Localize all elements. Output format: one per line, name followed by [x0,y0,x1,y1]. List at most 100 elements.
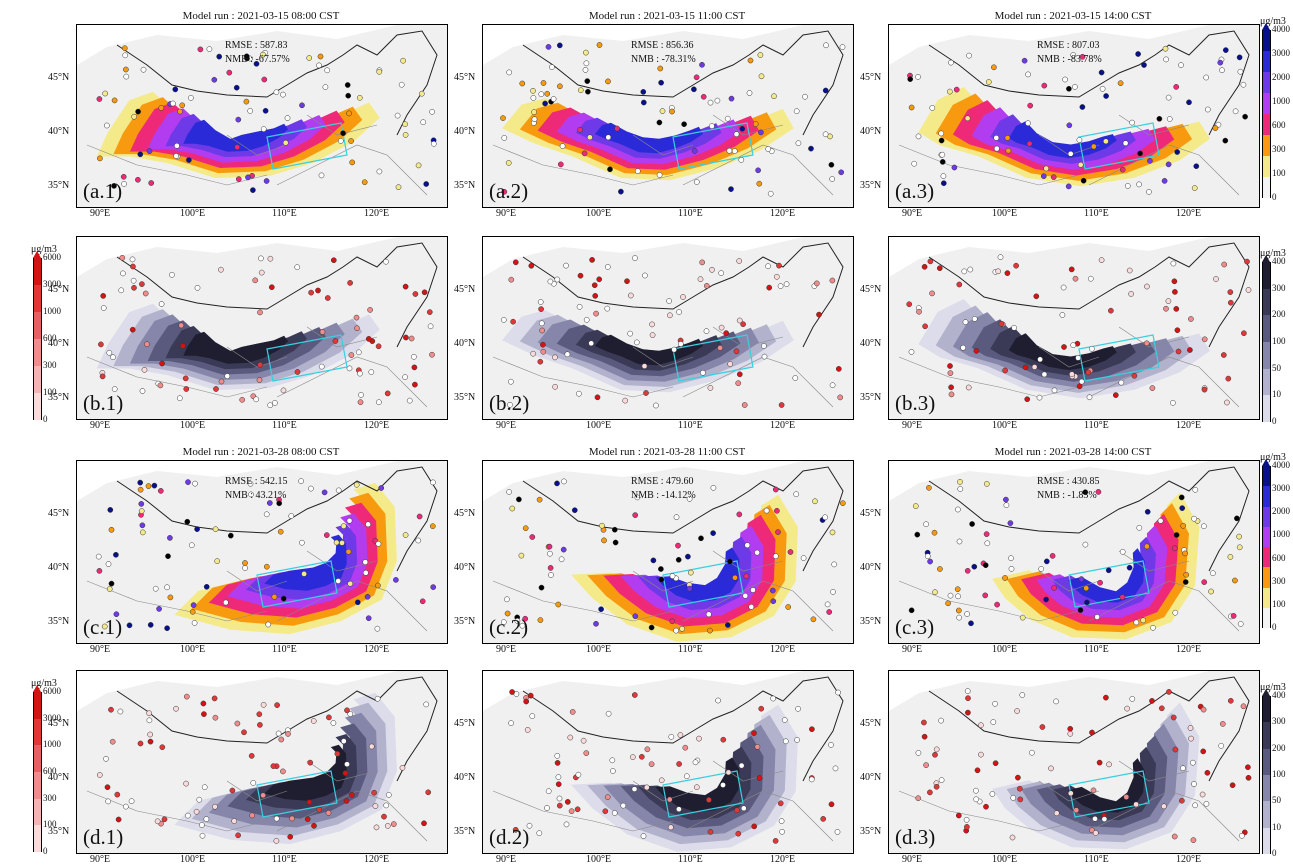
observation-station [362,559,369,565]
observation-station [960,344,966,351]
observation-station [632,255,638,261]
observation-station [260,701,267,708]
longitude-label: 120°E [1176,644,1202,655]
observation-station [247,480,254,487]
colorbar-tick: 3000 [1272,48,1290,58]
observation-station [559,143,566,149]
observation-station [1174,327,1181,334]
observation-station [402,532,409,538]
observation-station [973,348,980,354]
observation-station [1218,742,1225,749]
observation-station [908,607,915,614]
observation-station [604,794,611,800]
observation-station [964,688,971,694]
observation-station [1017,796,1024,803]
observation-station [557,161,564,168]
observation-station [530,350,537,357]
longitude-label: 120°E [1176,854,1202,865]
observation-station [324,295,331,301]
observation-station [923,521,929,528]
observation-station [793,108,800,115]
observation-station [611,810,618,816]
colorbar-segment [33,366,42,393]
colorbar-segment [1262,722,1271,749]
observation-station [707,829,714,835]
observation-station [106,586,113,592]
observation-station [1112,392,1119,398]
observation-station [777,283,784,289]
observation-station [547,278,554,285]
observation-station [342,770,349,776]
observation-station [776,262,782,269]
observation-station [402,374,408,380]
observation-station [212,714,219,721]
observation-station [1053,698,1059,705]
observation-station [991,64,997,71]
colorbar-segment [33,718,42,746]
province-borders [492,550,834,632]
observation-station [709,266,715,273]
longitude-label: 110°E [1084,854,1109,865]
province-borders [492,326,834,408]
plume-contour-level-6 [1008,121,1117,159]
latitude-label: 40°N [48,338,70,349]
observation-station [594,394,601,401]
observation-station [1010,795,1017,801]
observation-station [429,523,436,530]
colorbar-tick: 300 [1272,144,1286,154]
observation-station [732,574,738,581]
observation-station [584,78,591,84]
observation-station [611,526,618,533]
observation-station [152,585,159,592]
observation-station [927,789,933,796]
country-border [116,466,438,572]
observation-station [429,108,435,115]
observation-station [560,546,567,553]
panel-title: Model run : 2021-03-15 11:00 CST [588,10,746,22]
observation-station [720,736,727,743]
observation-station [675,556,682,563]
observation-station [1245,287,1252,293]
observation-station [813,280,820,287]
colorbar-segment [33,312,42,339]
observation-station [306,55,313,61]
observation-station [731,148,738,154]
observation-station [772,486,779,493]
observation-station [250,187,256,193]
colorbar-tick: 400 [1272,256,1286,266]
latitude-label: 35°N [860,180,882,191]
map-panel-c2: (c.2) RMSE : 479.60 NMB : -14.12% [482,460,854,644]
observation-station [384,390,391,397]
country-border [116,676,438,782]
observation-station [317,53,324,60]
observation-station [951,164,958,171]
colorbar-unit: μg/m3 [1260,682,1286,693]
observation-station [138,501,145,507]
observation-station [1061,344,1067,350]
observation-station [657,65,664,72]
observation-station [298,478,304,484]
latitude-label: 35°N [48,826,70,837]
longitude-label: 90°E [90,854,111,865]
observation-station [931,529,938,536]
observation-station [248,491,254,498]
observation-station [954,586,961,593]
observation-station [353,314,360,321]
observation-station [781,717,788,723]
observation-station [402,283,409,290]
map-canvas [889,237,1259,419]
observation-station [176,395,183,402]
observation-station [1200,748,1207,755]
observation-station [108,580,115,587]
panel-label: (c.2) [489,615,529,639]
colorbar-tick: 300 [1272,575,1286,586]
observation-station [995,268,1001,275]
observation-station [795,140,802,147]
observation-station [609,757,616,764]
observation-station [174,142,180,149]
colorbar-segment [1262,114,1271,135]
observation-station [1227,299,1234,306]
observation-station [822,87,829,94]
observation-station [272,400,278,406]
observation-station [1041,82,1048,89]
